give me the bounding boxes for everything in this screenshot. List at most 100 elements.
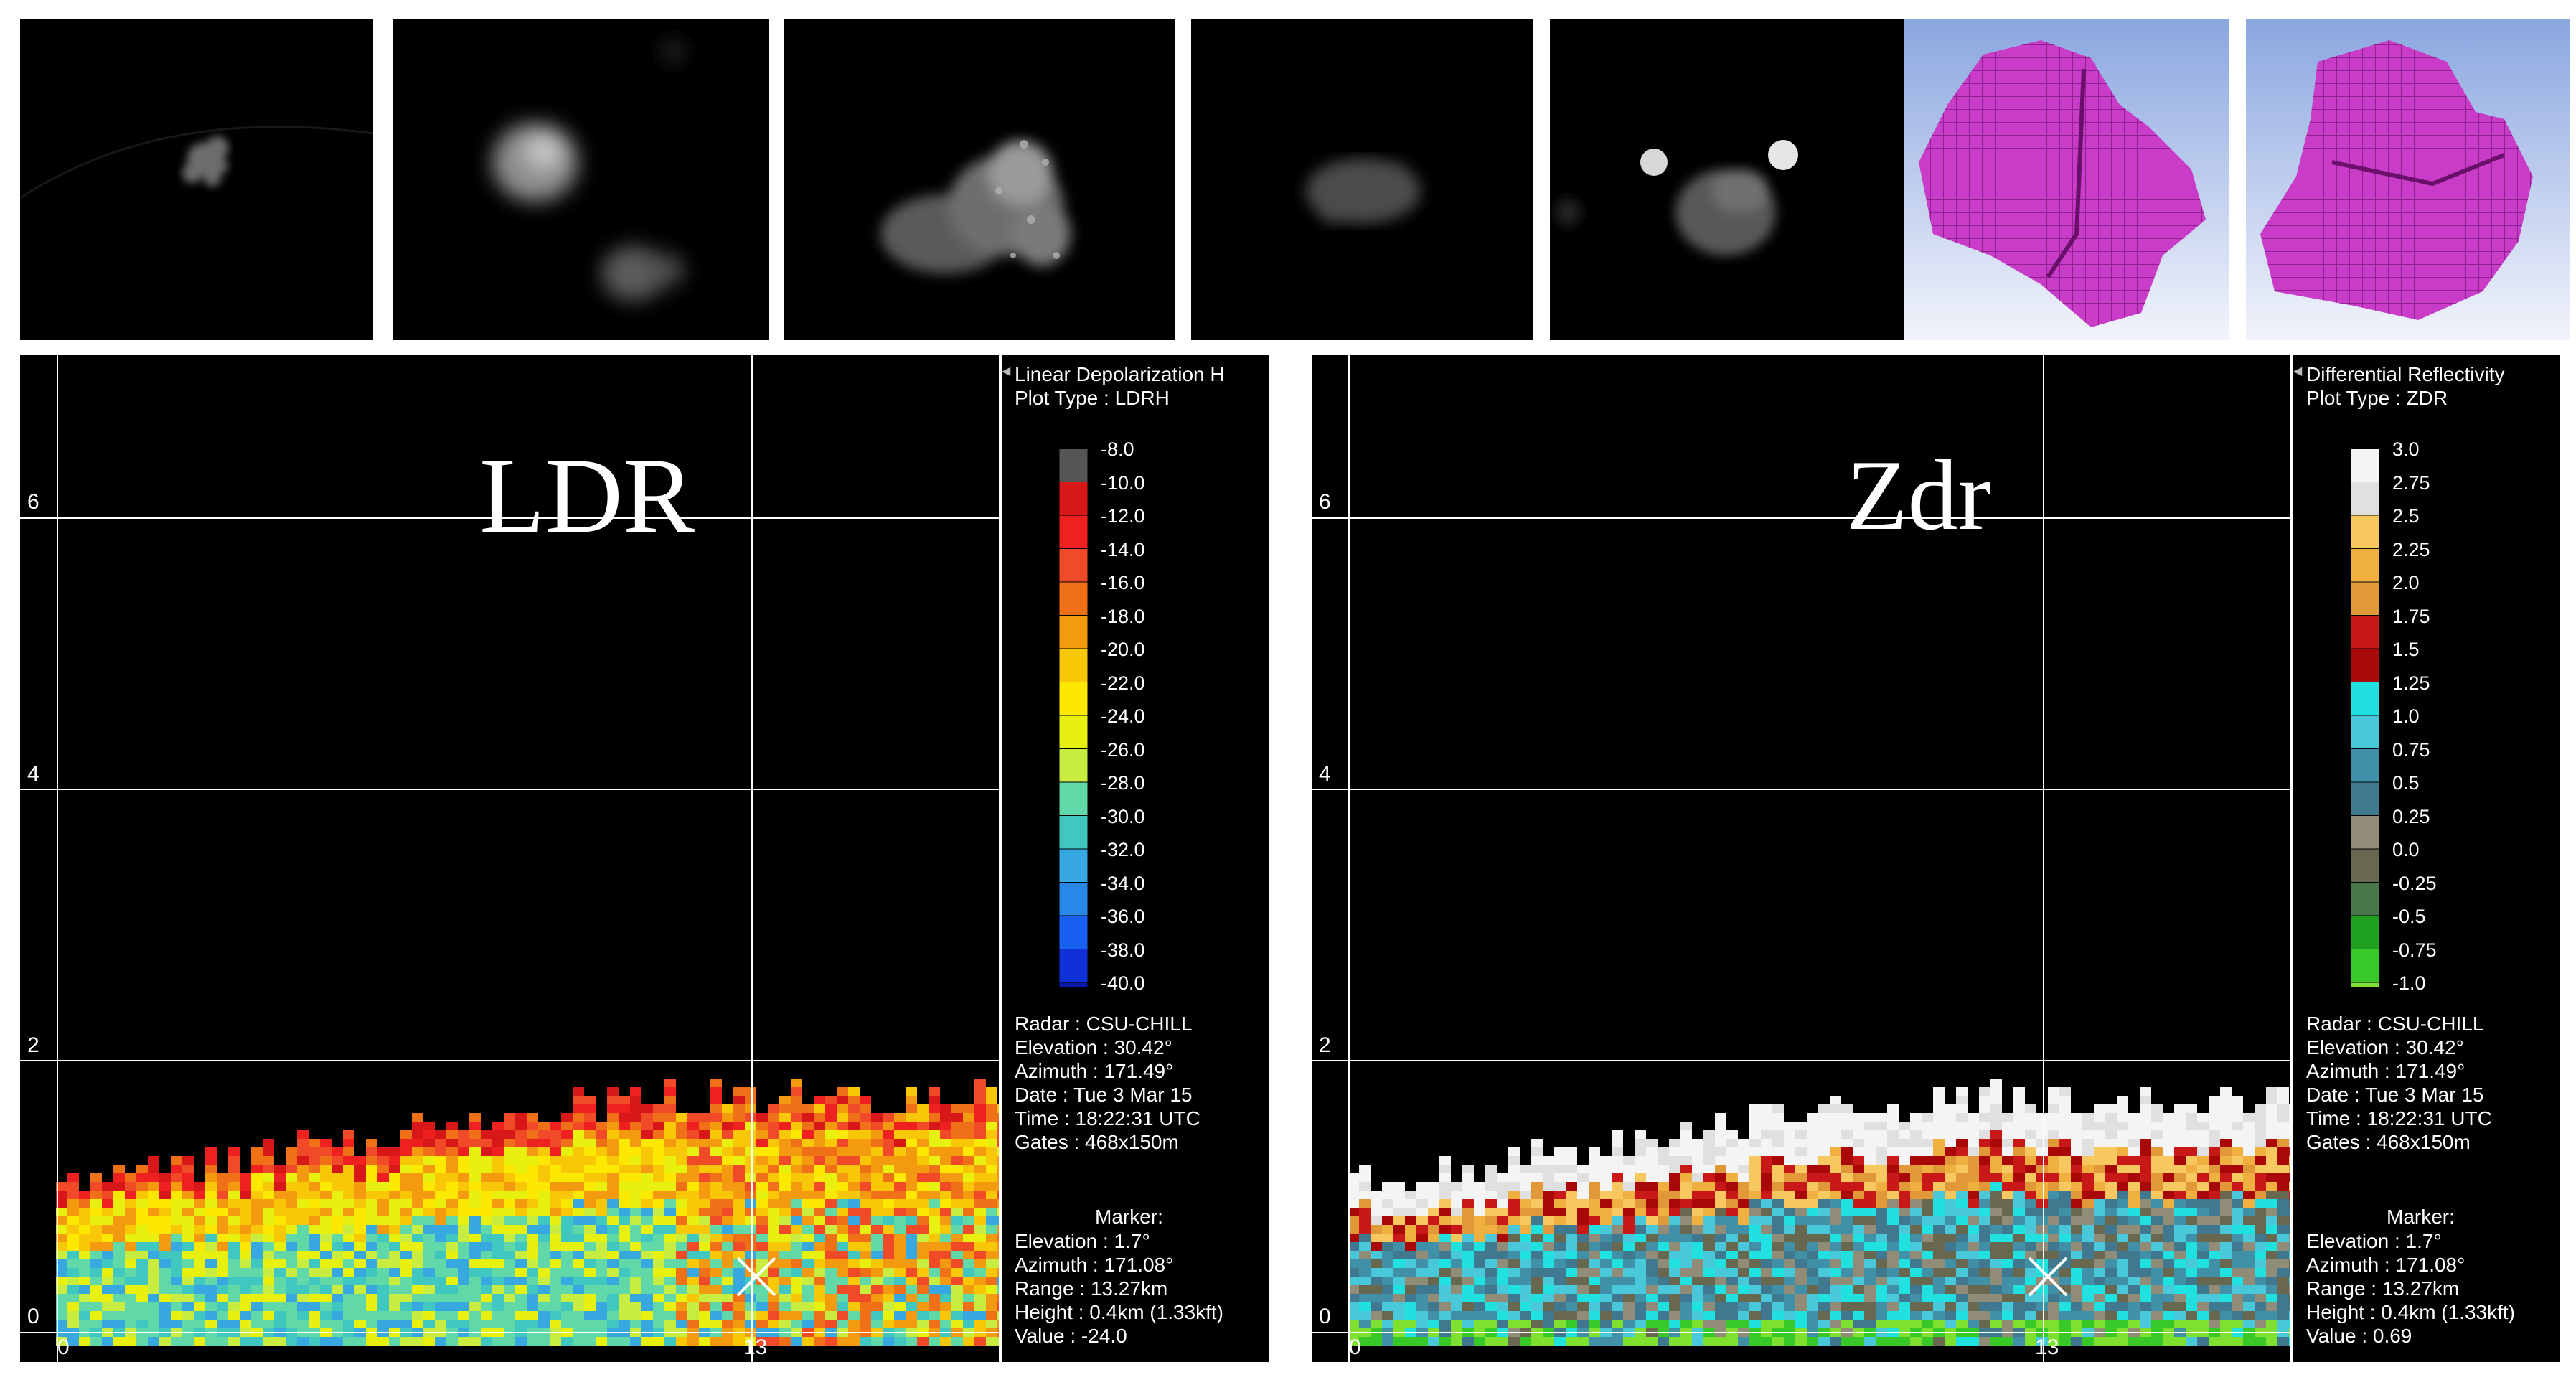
scale-swatch	[2351, 815, 2380, 850]
marker-info-1: Azimuth : 171.08°	[1015, 1254, 1174, 1276]
scale-swatch	[1059, 748, 1089, 783]
scale-label: 0.0	[2392, 839, 2420, 860]
y-tick-0: 0	[1319, 1305, 1331, 1328]
scale-label: 2.5	[2392, 505, 2420, 527]
marker-x-icon	[736, 1257, 776, 1297]
scale-swatch	[2351, 482, 2380, 516]
y-tick-6: 6	[27, 490, 39, 514]
legend-title: Differential Reflectivity	[2306, 363, 2505, 385]
zdr-panel: Zdr 6 4 2 0 0 13 ◀ Differential Reflecti…	[1312, 355, 2560, 1362]
scale-swatch	[2351, 548, 2380, 583]
scale-label: -0.75	[2392, 939, 2437, 961]
scale-label: 1.5	[2392, 639, 2420, 660]
scale-swatch	[1059, 581, 1089, 616]
zdr-rhi-plot[interactable]	[1312, 355, 2293, 1362]
radar-echo	[56, 1079, 1002, 1346]
scale-label: 0.25	[2392, 805, 2430, 827]
radar-info-2: Azimuth : 171.49°	[1015, 1060, 1174, 1082]
legend-divider	[2290, 355, 2293, 1362]
radar-info-3: Date : Tue 3 Mar 15	[1015, 1084, 1193, 1106]
ldr-panel: LDR 6 4 2 0 0 13 ◀ Linear Depolarization…	[20, 355, 1269, 1362]
radar-info-0: Radar : CSU-CHILL	[1015, 1013, 1193, 1035]
scale-label: -32.0	[1101, 839, 1145, 860]
scale-swatch	[1059, 548, 1089, 583]
scale-label: -24.0	[1101, 705, 1145, 727]
scale-label: -34.0	[1101, 872, 1145, 894]
radar-info-5: Gates : 468x150m	[2306, 1131, 2471, 1153]
x-tick-13: 13	[2035, 1335, 2059, 1359]
marker-x-icon	[2028, 1257, 2068, 1297]
scale-label: -0.5	[2392, 906, 2426, 927]
y-tick-2: 2	[27, 1033, 39, 1057]
scale-swatch	[1059, 915, 1089, 949]
scale-label: -40.0	[1101, 972, 1145, 994]
scale-label: -22.0	[1101, 672, 1145, 694]
plot-grid	[1312, 355, 2293, 1362]
scale-swatch	[1059, 815, 1089, 850]
ldr-panel-label: LDR	[479, 436, 695, 555]
scale-label: 0.75	[2392, 738, 2430, 761]
snowflake-image-2	[393, 19, 769, 340]
radar-info-4: Time : 18:22:31 UTC	[2306, 1107, 2492, 1130]
marker-info-2: Range : 13.27km	[2306, 1277, 2460, 1300]
scale-swatch	[1059, 648, 1089, 682]
scale-swatch	[2351, 682, 2380, 716]
scale-swatch	[2351, 949, 2380, 983]
marker-info-4: Value : -24.0	[1015, 1325, 1127, 1347]
scale-label: 3.0	[2392, 438, 2420, 460]
scale-label: -1.0	[2392, 972, 2426, 994]
marker-info-3: Height : 0.4km (1.33kft)	[1015, 1301, 1224, 1323]
radar-info-4: Time : 18:22:31 UTC	[1015, 1107, 1200, 1130]
scale-label: 2.75	[2392, 471, 2430, 494]
snowflake-image-1	[20, 19, 373, 340]
collapse-arrow-icon[interactable]: ◀	[1002, 365, 1011, 377]
zdr-panel-label: Zdr	[1846, 440, 1992, 551]
scale-swatch	[2351, 615, 2380, 649]
scale-swatch	[1059, 781, 1089, 816]
marker-info-1: Azimuth : 171.08°	[2306, 1254, 2465, 1276]
scale-swatch	[2351, 648, 2380, 682]
scale-label: -26.0	[1101, 738, 1145, 761]
snowflake-image-5	[1550, 19, 1904, 340]
radar-info-1: Elevation : 30.42°	[2306, 1036, 2464, 1058]
radar-info-1: Elevation : 30.42°	[1015, 1036, 1172, 1058]
snowflake-image-4	[1191, 19, 1533, 340]
scale-label: 2.25	[2392, 538, 2430, 560]
scale-swatch	[2351, 449, 2380, 482]
scale-label: -10.0	[1101, 471, 1145, 494]
scale-label: -14.0	[1101, 538, 1145, 560]
scale-label: 0.5	[2392, 772, 2420, 794]
y-tick-0: 0	[27, 1305, 39, 1328]
scale-label: -18.0	[1101, 605, 1145, 627]
scale-label: -38.0	[1101, 939, 1145, 961]
scale-label: -20.0	[1101, 639, 1145, 660]
scale-swatch	[2351, 748, 2380, 783]
plot-type: Plot Type : LDRH	[1015, 387, 1170, 409]
legend-title: Linear Depolarization H	[1015, 363, 1225, 385]
collapse-arrow-icon[interactable]: ◀	[2293, 365, 2303, 377]
scale-label: -8.0	[1101, 438, 1134, 460]
ldr-legend: ◀ Linear Depolarization H Plot Type : LD…	[1002, 355, 1269, 1362]
3d-mesh-render-2	[2246, 19, 2570, 340]
y-tick-4: 4	[1319, 762, 1331, 786]
plot-type: Plot Type : ZDR	[2306, 387, 2448, 409]
radar-info-3: Date : Tue 3 Mar 15	[2306, 1084, 2484, 1106]
marker-info-3: Height : 0.4km (1.33kft)	[2306, 1301, 2516, 1323]
scale-swatch	[1059, 949, 1089, 983]
scale-label: -12.0	[1101, 505, 1145, 527]
marker-heading: Marker:	[1095, 1206, 1163, 1228]
scale-swatch	[1059, 848, 1089, 883]
scale-label: -36.0	[1101, 906, 1145, 927]
scale-swatch	[2351, 915, 2380, 949]
marker-info-2: Range : 13.27km	[1015, 1277, 1168, 1300]
legend-divider	[999, 355, 1002, 1362]
y-tick-4: 4	[27, 762, 39, 786]
scale-swatch	[1059, 515, 1089, 549]
scale-swatch	[1059, 449, 1089, 482]
y-tick-2: 2	[1319, 1033, 1331, 1057]
scale-swatch	[1059, 682, 1089, 716]
ldr-rhi-plot[interactable]	[20, 355, 1002, 1362]
y-tick-6: 6	[1319, 490, 1331, 514]
marker-heading: Marker:	[2387, 1206, 2455, 1228]
x-tick-13: 13	[743, 1335, 768, 1359]
